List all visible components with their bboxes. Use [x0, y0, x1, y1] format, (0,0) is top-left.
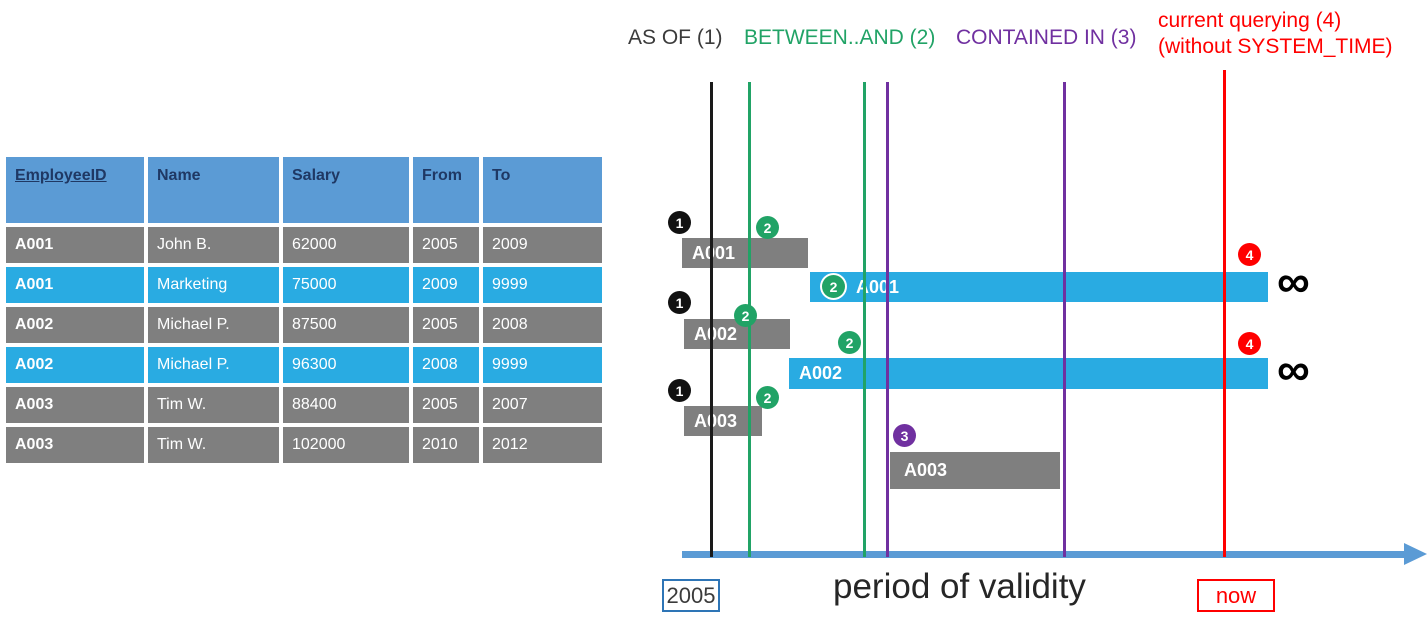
cell-name: Tim W.	[148, 387, 279, 423]
badge-2-a001-old: 2	[756, 216, 779, 239]
cell-name: Michael P.	[148, 347, 279, 383]
cell-employeeid: A003	[6, 387, 144, 423]
infinity-symbol-a002: ∞	[1277, 343, 1310, 395]
table-row: A002 Michael P. 96300 2008 9999	[6, 347, 602, 383]
cell-salary: 88400	[283, 387, 409, 423]
legend-current-querying-line1: current querying (4)	[1158, 9, 1342, 32]
badge-4-a002: 4	[1238, 332, 1261, 355]
table-body: A001 John B. 62000 2005 2009 A001 Market…	[6, 227, 602, 463]
cell-from: 2005	[413, 307, 479, 343]
cell-from: 2005	[413, 387, 479, 423]
axis-start-label: 2005	[662, 579, 720, 612]
axis-title: period of validity	[833, 567, 1086, 606]
cell-salary: 102000	[283, 427, 409, 463]
bar-label: A003	[694, 410, 738, 431]
badge-1-a001: 1	[668, 211, 691, 234]
column-header-name: Name	[148, 157, 279, 223]
legend-current-querying-line2: (without SYSTEM_TIME)	[1158, 35, 1393, 58]
bar-a003-second: A003	[890, 452, 1060, 489]
cell-salary: 87500	[283, 307, 409, 343]
bar-a001-old: A001	[682, 238, 808, 268]
table-row: A001 John B. 62000 2005 2009	[6, 227, 602, 263]
as-of-line	[710, 82, 713, 557]
table-row: A003 Tim W. 88400 2005 2007	[6, 387, 602, 423]
badge-1-a002: 1	[668, 291, 691, 314]
column-header-from: From	[413, 157, 479, 223]
cell-to: 2007	[483, 387, 602, 423]
cell-from: 2008	[413, 347, 479, 383]
cell-employeeid: A002	[6, 347, 144, 383]
now-line	[1223, 70, 1226, 557]
column-header-employeeid: EmployeeID	[6, 157, 144, 223]
employee-history-table: EmployeeID Name Salary From To A001 John…	[2, 153, 606, 467]
legend-contained-in: CONTAINED IN (3)	[956, 26, 1137, 49]
badge-2-a001-current: 2	[822, 275, 845, 298]
table-header: EmployeeID Name Salary From To	[6, 157, 602, 223]
cell-employeeid: A001	[6, 227, 144, 263]
badge-2-a002-current: 2	[838, 331, 861, 354]
bar-label: A002	[694, 323, 738, 344]
time-axis	[682, 551, 1405, 558]
bar-a001-current: A001	[810, 272, 1268, 302]
axis-end-label: now	[1197, 579, 1275, 612]
bar-a002-current: A002	[789, 358, 1268, 389]
table-header-row: EmployeeID Name Salary From To	[6, 157, 602, 223]
cell-name: John B.	[148, 227, 279, 263]
badge-4-a001: 4	[1238, 243, 1261, 266]
table-row: A002 Michael P. 87500 2005 2008	[6, 307, 602, 343]
cell-name: Marketing	[148, 267, 279, 303]
cell-name: Tim W.	[148, 427, 279, 463]
cell-salary: 62000	[283, 227, 409, 263]
bar-label: A003	[904, 460, 948, 480]
contained-in-start-line	[886, 82, 889, 557]
cell-name: Michael P.	[148, 307, 279, 343]
column-header-salary: Salary	[283, 157, 409, 223]
infinity-symbol-a001: ∞	[1277, 255, 1310, 307]
badge-2-a002-old: 2	[734, 304, 757, 327]
cell-to: 2012	[483, 427, 602, 463]
badge-1-a003: 1	[668, 379, 691, 402]
cell-employeeid: A001	[6, 267, 144, 303]
cell-to: 9999	[483, 347, 602, 383]
cell-employeeid: A002	[6, 307, 144, 343]
legend-current-querying: current querying (4) (without SYSTEM_TIM…	[1158, 8, 1393, 60]
legend-as-of: AS OF (1)	[628, 26, 723, 49]
legend-between-and: BETWEEN..AND (2)	[744, 26, 936, 49]
column-header-to: To	[483, 157, 602, 223]
time-axis-arrowhead	[1404, 543, 1427, 565]
column-header-employeeid-label: EmployeeID	[15, 167, 107, 184]
badge-2-a003: 2	[756, 386, 779, 409]
contained-in-end-line	[1063, 82, 1066, 557]
badge-3-a003: 3	[893, 424, 916, 447]
cell-employeeid: A003	[6, 427, 144, 463]
cell-to: 2009	[483, 227, 602, 263]
bar-label: A002	[799, 363, 843, 383]
bar-label: A001	[692, 242, 736, 263]
cell-from: 2005	[413, 227, 479, 263]
cell-to: 2008	[483, 307, 602, 343]
cell-salary: 75000	[283, 267, 409, 303]
cell-salary: 96300	[283, 347, 409, 383]
cell-from: 2010	[413, 427, 479, 463]
between-and-end-line	[863, 82, 866, 557]
cell-to: 9999	[483, 267, 602, 303]
cell-from: 2009	[413, 267, 479, 303]
table-row: A003 Tim W. 102000 2010 2012	[6, 427, 602, 463]
table-row: A001 Marketing 75000 2009 9999	[6, 267, 602, 303]
